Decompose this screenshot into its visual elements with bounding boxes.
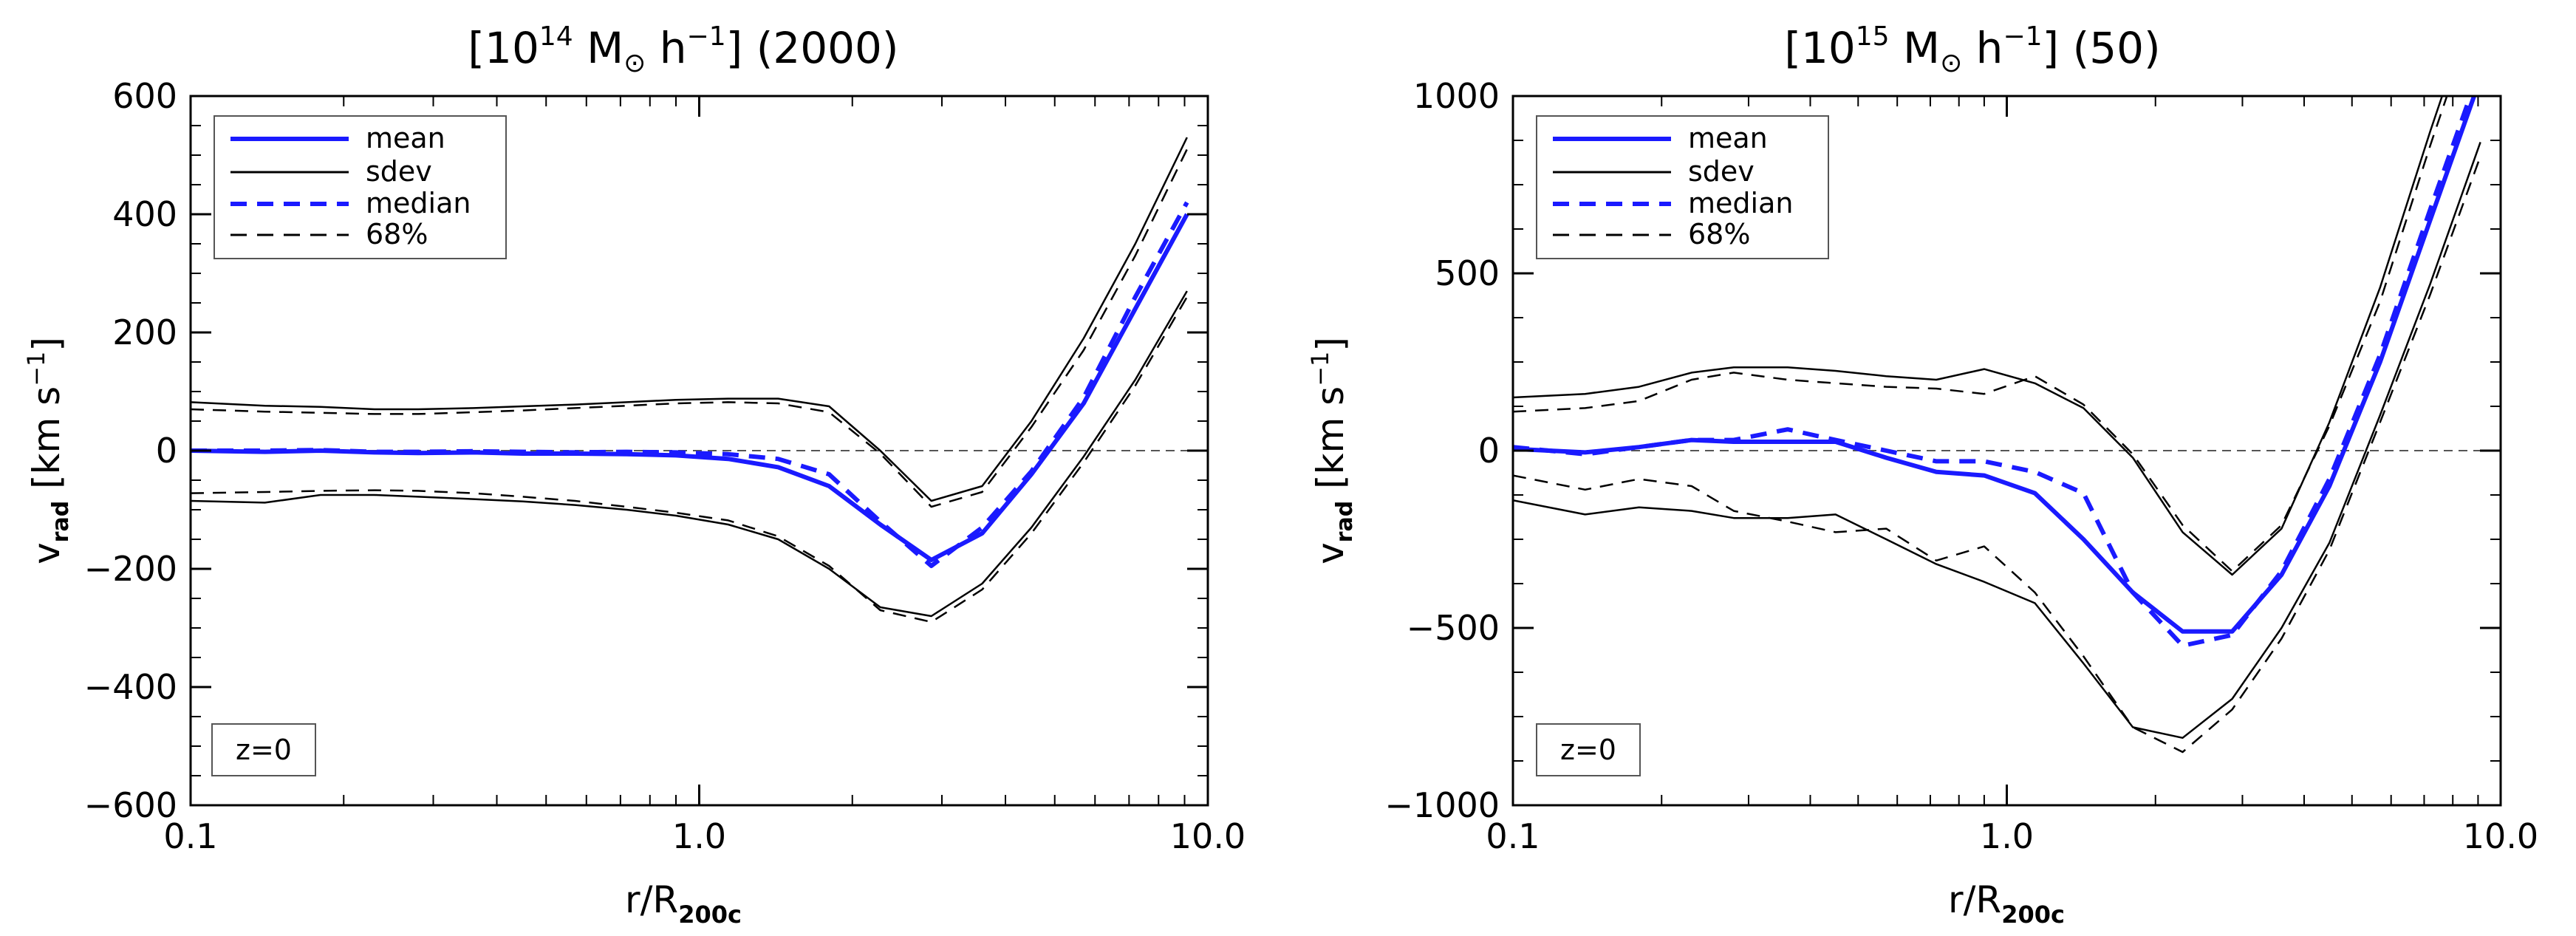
left-x-tick-label: 0.1	[163, 816, 217, 856]
left-series-mean	[191, 213, 1189, 562]
right-annotation: z=0	[1536, 723, 1641, 776]
left-x-tick-label: 1.0	[672, 816, 726, 856]
right-series-median	[1513, 96, 2473, 648]
right-legend: mean sdev median 68%	[1536, 115, 1829, 259]
left-annotation-box	[211, 723, 316, 776]
left-y-tick-label: −600	[84, 785, 177, 825]
left-series-median	[191, 201, 1189, 568]
left-panel: [1014 M⊙ h−1] (2000) r/R200c vrad [km s−…	[22, 21, 1246, 929]
left-plot-area: 0.1 1.0 10.0 −600 −400 −200 0 200 400 600	[84, 76, 1246, 856]
left-y-tick-label: 200	[112, 312, 177, 352]
right-series-68-upper	[1513, 96, 2448, 573]
right-annotation-box	[1536, 723, 1641, 776]
right-x-tick-label: 0.1	[1486, 816, 1540, 856]
right-series-sdev-upper	[1513, 96, 2444, 576]
left-y-tick-label: 400	[112, 194, 177, 234]
left-series-68-upper	[191, 148, 1188, 508]
left-x-axis-label: r/R200c	[625, 878, 742, 929]
right-legend-68-label: 68%	[1688, 218, 1750, 250]
left-legend-68-label: 68%	[366, 218, 428, 250]
right-legend-median-label: median	[1688, 187, 1793, 219]
right-legend-mean-label: mean	[1688, 122, 1768, 154]
left-y-tick-label: 0	[156, 431, 177, 471]
left-y-tick-label: −400	[84, 667, 177, 707]
left-annotation: z=0	[211, 723, 316, 776]
right-plot-area: 0.1 1.0 10.0 −1000 −500 0 500 1000	[1384, 76, 2538, 856]
right-y-tick-label: 0	[1478, 431, 1500, 471]
right-legend-sdev-label: sdev	[1688, 155, 1755, 188]
left-y-axis-label: vrad [km s−1]	[22, 337, 74, 564]
left-y-tick-label: 600	[112, 76, 177, 116]
right-y-tick-label: 500	[1435, 253, 1500, 293]
left-legend-sdev-label: sdev	[366, 155, 432, 188]
left-legend: mean sdev median 68%	[213, 115, 507, 259]
right-x-tick-label: 1.0	[1980, 816, 2034, 856]
right-annotation-text: z=0	[1560, 734, 1616, 766]
left-legend-median-label: median	[366, 187, 471, 219]
left-panel-title: [1014 M⊙ h−1] (2000)	[468, 21, 898, 78]
right-y-tick-label: −500	[1407, 608, 1500, 648]
right-panel-title: [1015 M⊙ h−1] (50)	[1784, 21, 2160, 78]
left-series-sdev-upper	[191, 137, 1188, 502]
left-y-tick-label: −200	[84, 549, 177, 589]
left-legend-mean-label: mean	[366, 122, 445, 154]
left-series-sdev-lower	[191, 290, 1188, 618]
right-x-tick-label: 10.0	[2463, 816, 2538, 856]
right-y-tick-label: −1000	[1384, 785, 1500, 825]
left-series-68-lower	[191, 296, 1188, 624]
right-y-axis-label: vrad [km s−1]	[1306, 337, 1358, 564]
right-series-68-lower	[1513, 156, 2481, 754]
left-x-tick-label: 10.0	[1170, 816, 1246, 856]
left-annotation-text: z=0	[236, 734, 292, 766]
right-panel: [1015 M⊙ h−1] (50) r/R200c vrad [km s−1]…	[1306, 21, 2538, 929]
right-series-sdev-lower	[1513, 141, 2481, 739]
right-x-axis-label: r/R200c	[1948, 878, 2065, 929]
right-y-tick-label: 1000	[1413, 76, 1500, 116]
